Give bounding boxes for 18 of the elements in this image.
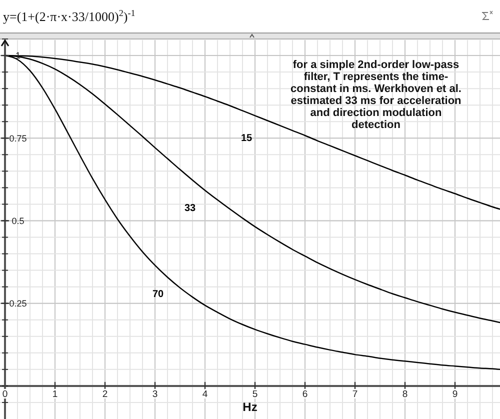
x-tick-label: 8	[402, 388, 408, 400]
x-tick-label: 9	[452, 388, 458, 400]
x-tick-label: 7	[352, 388, 358, 400]
x-axis-title: Hz	[242, 400, 258, 414]
annotation: for a simple 2nd-order low-pass filter, T represents the time-constant in ms. Werkhoven et al. estimated 33 ms for acceleration and direction modulation detection	[290, 59, 462, 131]
series-label: 70	[152, 288, 164, 300]
series-label: 15	[240, 133, 252, 144]
y-tick-label: 0.5	[12, 216, 24, 226]
x-tick-label: 1	[52, 388, 58, 400]
series-label: 33	[184, 203, 196, 214]
y-tick-label: 0.25	[9, 298, 27, 308]
x-tick-label: 5	[252, 388, 258, 400]
x-tick-label: 2	[102, 388, 108, 400]
x-tick-label: 4	[202, 388, 208, 400]
chart-title: y=(1+(2·π·x·33/1000)$^{2}$)$^{-1}$	[3, 8, 136, 24]
x-tick-label: 6	[302, 388, 308, 400]
x-tick-label: 3	[152, 388, 158, 400]
y-tick-label: 0.75	[9, 133, 27, 144]
